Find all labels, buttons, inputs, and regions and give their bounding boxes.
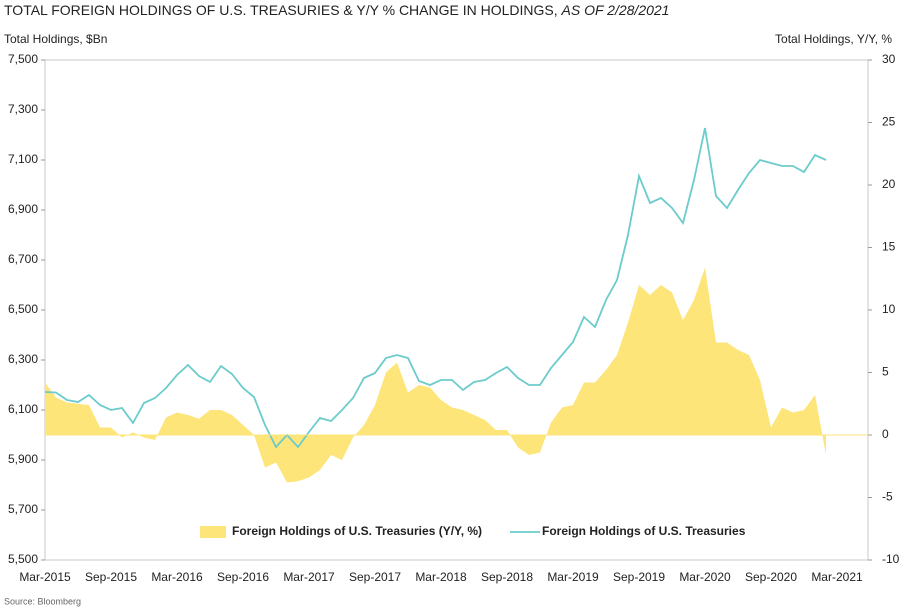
x-tick-label: Sep-2018 [481,570,533,584]
x-tick-label: Sep-2019 [613,570,665,584]
legend-label: Foreign Holdings of U.S. Treasuries [542,524,746,538]
y-tick-label: 7,100 [8,152,38,166]
y-tick-label: 5,500 [8,552,38,566]
y2-tick-label: 0 [882,427,889,441]
y-tick-label: 6,700 [8,252,38,266]
y-tick-label: 6,300 [8,352,38,366]
y2-tick-label: 20 [882,177,896,191]
x-tick-label: Sep-2016 [217,570,269,584]
y-tick-label: 7,500 [8,52,38,66]
legend-swatch [200,526,226,538]
y-tick-label: 7,300 [8,102,38,116]
chart-title: TOTAL FOREIGN HOLDINGS OF U.S. TREASURIE… [4,2,669,18]
y-tick-label: 5,700 [8,502,38,516]
x-tick-label: Mar-2020 [679,570,731,584]
x-tick-label: Sep-2017 [349,570,401,584]
source: Source: Bloomberg [4,596,81,606]
x-tick-label: Mar-2015 [19,570,71,584]
plot-frame [44,59,869,561]
x-tick-label: Mar-2018 [415,570,467,584]
y-tick-label: 5,900 [8,452,38,466]
x-tick-label: Mar-2016 [151,570,203,584]
x-tick-label: Mar-2021 [811,570,863,584]
y2-tick-label: 5 [882,365,889,379]
y-tick-label: 6,900 [8,202,38,216]
y-axis-label: Total Holdings, $Bn [4,32,107,46]
y2-tick-label: 10 [882,302,896,316]
area [45,267,826,483]
title-note: AS OF 2/28/2021 [561,2,670,18]
y2-tick-label: -10 [882,552,900,566]
y-tick-label: 6,500 [8,302,38,316]
legend-label: Foreign Holdings of U.S. Treasuries (Y/Y… [232,524,482,538]
y-tick-label: 6,100 [8,402,38,416]
x-tick-label: Mar-2017 [283,570,335,584]
x-tick-label: Sep-2020 [745,570,797,584]
line [44,127,827,449]
y2-tick-label: 15 [882,240,896,254]
y2-tick-label: 25 [882,115,896,129]
title-main: TOTAL FOREIGN HOLDINGS OF U.S. TREASURIE… [4,2,558,18]
x-tick-label: Sep-2015 [85,570,137,584]
y2-tick-label: -5 [882,490,893,504]
y2-tick-label: 30 [882,52,896,66]
x-tick-label: Mar-2019 [547,570,599,584]
y2-axis-label: Total Holdings, Y/Y, % [775,32,892,46]
